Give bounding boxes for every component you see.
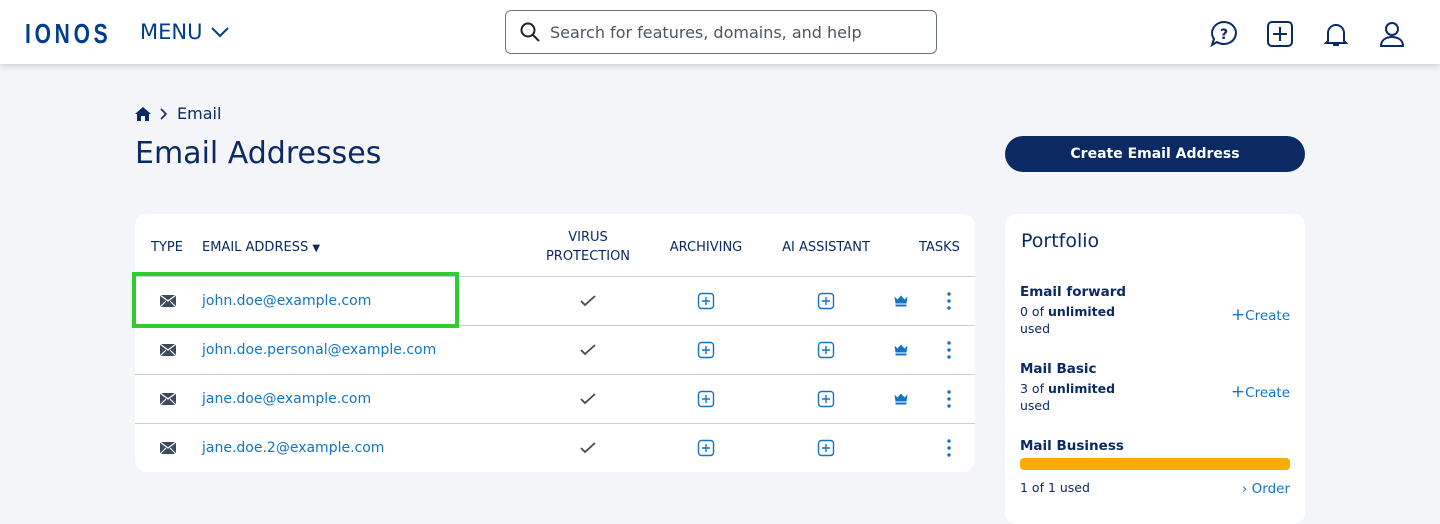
email-link[interactable]: john.doe.personal@example.com bbox=[202, 342, 437, 358]
plus-icon: + bbox=[1230, 382, 1246, 402]
usage-bar bbox=[1020, 458, 1290, 470]
search-icon bbox=[520, 22, 540, 42]
menu-button[interactable]: MENU bbox=[140, 20, 230, 44]
email-link[interactable]: jane.doe@example.com bbox=[202, 391, 372, 407]
portfolio-mail-basic: Mail Basic 3 of unlimited used +Create bbox=[1020, 361, 1290, 413]
item-limit: unlimited bbox=[1047, 381, 1116, 396]
chevron-down-icon bbox=[211, 27, 230, 38]
envelope-icon bbox=[160, 344, 176, 356]
breadcrumb: Email bbox=[135, 104, 221, 123]
portfolio-card: Portfolio Email forward 0 of unlimited u… bbox=[1005, 214, 1305, 524]
envelope-icon bbox=[160, 393, 176, 405]
ionos-logo[interactable]: IONOS bbox=[25, 18, 112, 49]
create-mail-basic-link[interactable]: +Create bbox=[1231, 382, 1290, 402]
item-count: 3 of bbox=[1020, 381, 1044, 396]
more-options-icon[interactable] bbox=[947, 292, 951, 310]
sort-desc-icon: ▼ bbox=[312, 243, 321, 254]
more-options-icon[interactable] bbox=[947, 390, 951, 408]
portfolio-title: Portfolio bbox=[1021, 230, 1100, 252]
add-ai-assistant-icon[interactable] bbox=[817, 439, 835, 457]
crown-icon bbox=[894, 295, 908, 307]
user-icon[interactable] bbox=[1376, 18, 1408, 50]
help-chat-icon[interactable]: ? bbox=[1208, 18, 1240, 50]
portfolio-email-forward: Email forward 0 of unlimited used +Creat… bbox=[1020, 284, 1290, 336]
item-usage: 1 of 1 used bbox=[1020, 480, 1090, 495]
table-row: john.doe@example.com bbox=[135, 276, 975, 325]
link-label: Order bbox=[1251, 481, 1290, 497]
column-email-label: EMAIL ADDRESS bbox=[202, 240, 309, 255]
search-input[interactable] bbox=[550, 22, 920, 42]
checkmark-icon bbox=[580, 442, 596, 454]
add-archiving-icon[interactable] bbox=[697, 439, 715, 457]
top-bar: IONOS MENU ? bbox=[0, 0, 1440, 64]
column-archiving: ARCHIVING bbox=[669, 240, 743, 255]
add-archiving-icon[interactable] bbox=[697, 341, 715, 359]
add-icon[interactable] bbox=[1264, 18, 1296, 50]
column-type: TYPE bbox=[151, 240, 183, 255]
bell-icon[interactable] bbox=[1320, 18, 1352, 50]
table-row: jane.doe@example.com bbox=[135, 374, 975, 423]
add-archiving-icon[interactable] bbox=[697, 390, 715, 408]
home-icon[interactable] bbox=[135, 106, 151, 121]
envelope-icon bbox=[160, 295, 176, 307]
breadcrumb-current: Email bbox=[177, 104, 222, 123]
column-tasks: TASKS bbox=[919, 240, 960, 255]
link-label: Create bbox=[1245, 308, 1290, 324]
envelope-icon bbox=[160, 442, 176, 454]
add-ai-assistant-icon[interactable] bbox=[817, 292, 835, 310]
item-limit: unlimited bbox=[1047, 304, 1116, 319]
email-link[interactable]: jane.doe.2@example.com bbox=[202, 440, 385, 456]
more-options-icon[interactable] bbox=[947, 439, 951, 457]
item-suffix: used bbox=[1020, 321, 1051, 336]
svg-text:?: ? bbox=[1220, 27, 1228, 43]
crown-icon bbox=[894, 344, 908, 356]
crown-icon bbox=[894, 393, 908, 405]
add-ai-assistant-icon[interactable] bbox=[817, 390, 835, 408]
add-ai-assistant-icon[interactable] bbox=[817, 341, 835, 359]
checkmark-icon bbox=[580, 295, 596, 307]
menu-label: MENU bbox=[140, 20, 203, 44]
column-virus-protection: VIRUS PROTECTION bbox=[545, 230, 631, 264]
item-name: Email forward bbox=[1020, 284, 1127, 300]
item-count: 0 of bbox=[1020, 304, 1044, 319]
table-row: john.doe.personal@example.com bbox=[135, 325, 975, 374]
table-row: jane.doe.2@example.com bbox=[135, 423, 975, 472]
page-title: Email Addresses bbox=[135, 136, 382, 171]
add-archiving-icon[interactable] bbox=[697, 292, 715, 310]
checkmark-icon bbox=[580, 344, 596, 356]
column-ai-assistant: AI ASSISTANT bbox=[782, 240, 870, 255]
plus-icon: + bbox=[1230, 305, 1246, 325]
search-box[interactable] bbox=[505, 10, 937, 54]
more-options-icon[interactable] bbox=[947, 341, 951, 359]
column-email-address[interactable]: EMAIL ADDRESS ▼ bbox=[202, 238, 320, 258]
checkmark-icon bbox=[580, 393, 596, 405]
item-name: Mail Business bbox=[1020, 438, 1124, 454]
item-suffix: used bbox=[1020, 398, 1051, 413]
email-link[interactable]: john.doe@example.com bbox=[202, 293, 372, 309]
chevron-right-icon: › bbox=[1241, 481, 1248, 497]
item-name: Mail Basic bbox=[1020, 361, 1097, 377]
highlight-box bbox=[132, 272, 459, 328]
link-label: Create bbox=[1245, 385, 1290, 401]
portfolio-mail-business: Mail Business 1 of 1 used › Order bbox=[1020, 438, 1290, 497]
create-email-forward-link[interactable]: +Create bbox=[1231, 305, 1290, 325]
order-mail-business-link[interactable]: › Order bbox=[1242, 481, 1290, 497]
email-table: TYPE EMAIL ADDRESS ▼ VIRUS PROTECTION AR… bbox=[135, 214, 975, 472]
create-email-address-button[interactable]: Create Email Address bbox=[1005, 136, 1305, 172]
chevron-right-icon bbox=[160, 107, 168, 120]
